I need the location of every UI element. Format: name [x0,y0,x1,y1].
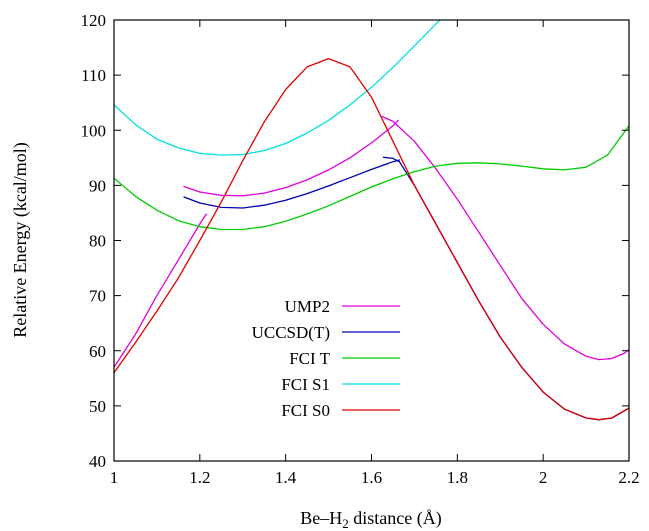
series-line-fci-s0 [114,57,629,421]
legend-label-fci-s1: FCI S1 [281,375,330,394]
series-line-ump2 [183,119,399,197]
legend-label-fci-s0: FCI S0 [281,401,330,420]
y-axis-ticks: 40 50 60 70 80 90 100 110 120 [81,11,629,471]
y-tick-label: 70 [89,287,106,306]
y-tick-label: 90 [89,176,106,195]
y-tick-label: 80 [89,232,106,251]
legend-label-fci-t: FCI T [289,349,330,368]
legend-label-uccsd-t: UCCSD(T) [252,323,330,342]
x-tick-label: 1 [110,468,119,487]
x-axis-ticks: 1 1.2 1.4 1.6 1.8 2 2.2 [110,20,640,487]
y-tick-label: 110 [81,66,106,85]
legend-label-ump2: UMP2 [285,297,330,316]
y-tick-label: 100 [81,121,107,140]
x-axis-label: Be–H2 distance (Å) [300,508,441,531]
legend: UMP2 UCCSD(T) FCI T FCI S1 FCI S0 [252,297,400,420]
x-tick-label: 1.6 [361,468,382,487]
y-tick-label: 60 [89,342,106,361]
x-tick-label: 1.8 [447,468,468,487]
x-tick-label: 2.2 [618,468,639,487]
y-axis-label: Relative Energy (kcal/mol) [10,142,31,338]
series-line-ump2 [114,213,207,368]
series-line-fci-s1 [114,20,441,156]
y-tick-label: 40 [89,452,106,471]
y-tick-label: 50 [89,397,106,416]
x-tick-label: 1.4 [275,468,297,487]
plot-frame [113,19,630,462]
series-line-uccsd-t [183,159,401,209]
x-tick-label: 2 [539,468,548,487]
series-line-fci-t [114,125,629,231]
y-tick-label: 120 [81,11,107,30]
series-line-ump2 [381,115,629,361]
series-layer [114,20,629,421]
x-tick-label: 1.2 [189,468,210,487]
